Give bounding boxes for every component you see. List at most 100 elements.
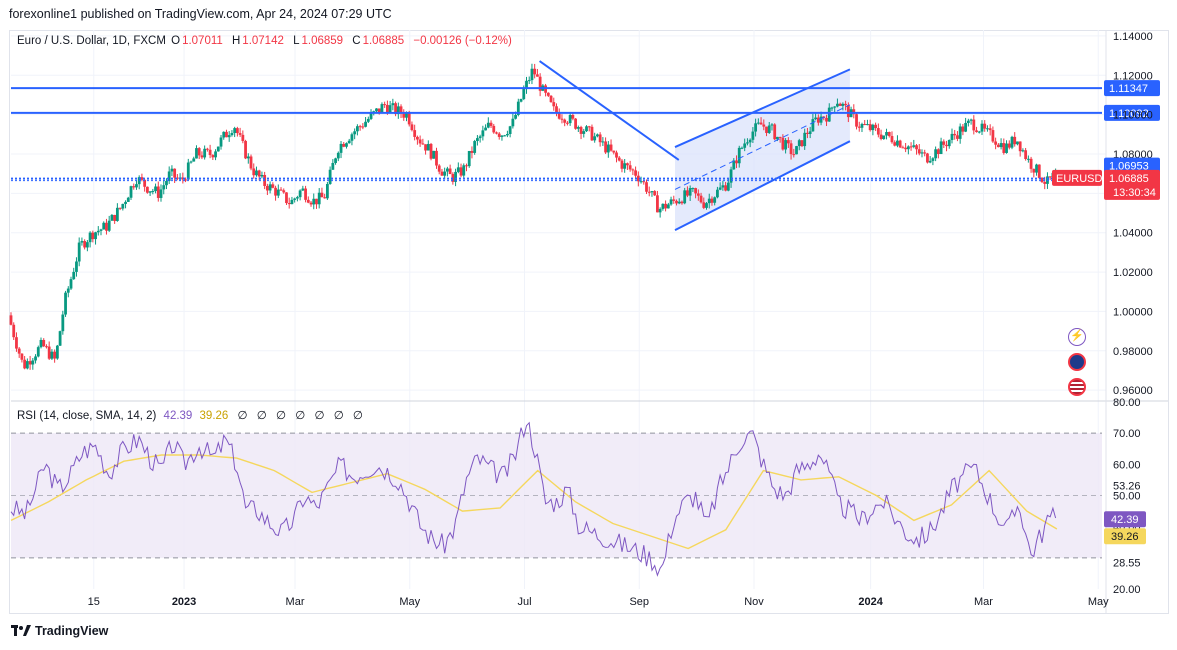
candle-body [961,126,965,132]
candle-body [405,113,408,118]
time-tick-label: May [1088,596,1109,608]
sma-value-badge-bg [1104,528,1146,545]
candle-body [582,131,586,134]
candle-body [208,149,212,156]
candle-body [792,154,796,156]
candle-body [45,346,48,348]
candle-body [942,141,946,145]
candle-body [585,126,588,132]
candle-body [407,113,411,125]
candle-body [399,106,403,114]
candle-body [645,182,648,192]
level-label-bg [1104,80,1160,97]
flash-icon[interactable]: ⚡ [1068,328,1086,346]
candle-body [257,170,261,177]
candle-body [287,203,291,205]
candle-body [42,339,46,347]
candle-body [462,165,466,176]
candle-body [713,197,717,203]
candle-body [879,134,883,139]
rsi-line [10,421,1057,577]
rsi-sma-line [10,454,1058,550]
candle-body [882,135,886,139]
candle-body [576,127,580,129]
low-label: L [293,35,300,47]
candle-body [519,99,523,102]
candle-body [369,112,373,119]
candle-body [195,148,198,159]
candle-body [28,361,32,365]
candle-body [25,361,29,369]
candle-body [950,133,954,141]
candle-body [459,167,463,176]
candle-body [323,197,327,199]
price-tick-label: 1.04000 [1113,228,1153,240]
candle-body [694,188,698,194]
candle-body [396,106,400,115]
candle-body [105,222,108,231]
candle-body [23,359,27,369]
candle-body [265,185,269,191]
candle-body [926,153,929,163]
candle-body [915,145,918,150]
candle-body [205,148,209,150]
time-tick-label: Nov [744,596,764,608]
candle-body [497,133,501,137]
rsi-title[interactable]: RSI (14, close, SMA, 14, 2) [17,410,157,422]
rsi-tick-label: 70.00 [1113,428,1141,440]
candle-body [936,149,940,155]
time-tick-label: Sep [629,596,649,608]
candle-body [118,207,122,209]
candle-body [121,203,125,209]
candle-body [83,241,87,248]
candle-body [200,155,204,158]
close-value: 1.06885 [362,35,405,47]
chart-frame[interactable] [9,30,1169,614]
channel-fill [675,69,850,231]
candle-body [797,140,801,147]
candle-body [135,184,138,188]
trend-line-channel-lower [674,140,851,232]
candle-body [516,101,520,115]
candle-body [285,192,288,204]
us-flag-icon[interactable] [1068,378,1086,396]
candle-body [170,168,174,172]
price-tick-label: 0.98000 [1113,346,1153,358]
candle-body [140,177,144,180]
candle-body [331,162,335,170]
candle-body [945,144,948,147]
candle-body [784,140,788,150]
candle-body [1010,136,1014,148]
candle-body [811,119,815,132]
candle-body [1040,177,1044,182]
candle-body [511,118,515,127]
sma-value-badge: 39.26 [1111,531,1139,543]
candle-body [1048,176,1052,178]
candle-body [587,126,591,128]
candle-body [31,360,35,365]
candle-body [841,103,845,106]
price-tick-label: 1.10000 [1113,110,1153,122]
candle-body [470,150,474,153]
candle-body [353,131,357,135]
candle-body [716,189,719,198]
candle-body [132,186,136,188]
candle-body [956,135,959,139]
candle-body [639,181,643,183]
candle-body [816,117,820,123]
candle-body [96,230,100,233]
candle-body [75,261,78,272]
symbol-name[interactable]: Euro / U.S. Dollar, 1D, FXCM [17,35,166,47]
candle-body [175,177,179,179]
candle-body [527,80,531,82]
price-tick-label: 1.12000 [1113,70,1153,82]
candle-body [544,85,547,93]
candle-body [192,158,196,162]
candle-body [800,140,804,147]
rsi-value: 42.39 [163,410,193,422]
candle-body [656,195,659,213]
candle-body [680,201,684,204]
calendar-events-icon[interactable] [1068,353,1086,371]
tradingview-logo[interactable]: TradingView [11,624,108,638]
